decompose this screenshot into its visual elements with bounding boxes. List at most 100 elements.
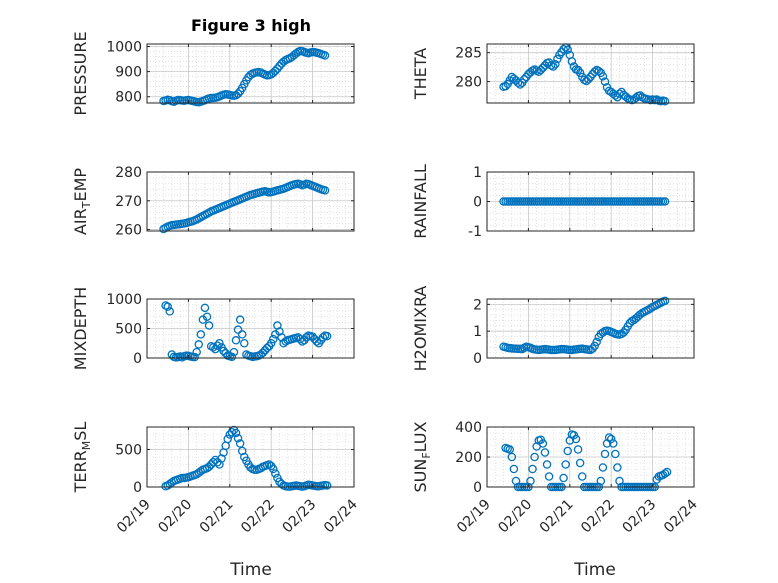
subplot-8-data-point [571,434,581,444]
subplot-8-data-point [538,439,548,448]
subplot-4-y-tick-label: 1 [473,165,482,181]
subplot-3-data-point [320,186,330,195]
subplot-6-series [499,296,670,355]
subplot-1-y-axis-label: PRESSURE [71,31,90,115]
subplot-8-y-tick-label: 200 [455,450,482,466]
subplot-5-y-tick-label: 0 [133,351,142,367]
subplot-7-data-point [269,464,278,474]
subplot-5-tick-marks [146,298,355,359]
subplot-3-series [159,179,330,234]
subplot-1-series [159,46,330,107]
subplot-8-data-point [528,464,537,474]
subplot-5-data-point [322,331,332,341]
subplot-6-y-axis-label: H2OMIXRA [411,286,430,372]
subplot-3-tick-marks [146,171,355,231]
subplot-7-data-point [231,428,241,438]
subplot-7-y-tick-label: 500 [115,443,142,459]
subplot-8-y-axis-label-rest: LUX [411,421,430,452]
subplot-2-data-point [563,45,572,55]
subplot-2-data-point [631,93,641,103]
subplot-2-data-point [598,72,608,81]
subplot-3-y-axis-label: AIRTEMP [71,168,93,235]
subplot-2-data-point [567,57,577,66]
subplot-3: 260 270 280 AIRTEMP [71,165,355,239]
subplot-7-y-axis-label-main: TERR [71,450,90,493]
subplot-6-data-point [646,304,655,313]
subplot-2-data-point [536,65,546,75]
subplot-7-y-axis-label-rest: SL [71,422,90,441]
subplot-2-data-point [575,68,585,78]
subplot-8-data-point [526,476,535,486]
subplot-2: 280 285 THETA [411,43,695,106]
subplot-8-data-point [577,472,587,481]
subplot-4-y-axis-label-main: RAINFALL [411,164,430,239]
subplot-5-data-point [219,346,228,356]
subplot-7-y-axis-label-subscript: M [80,441,93,451]
subplot-5-data-point [194,340,203,349]
subplot-2-data-point [660,97,670,106]
subplot-4-y-axis-label: RAINFALL [411,164,430,239]
subplot-2-data-point [611,91,620,100]
subplot-3-y-tick-label: 260 [115,223,142,239]
subplot-3-y-axis-label-rest: EMP [71,168,90,202]
subplot-8-data-point [609,439,618,448]
subplot-2-y-axis-label-main: THETA [411,48,430,100]
subplot-5-data-point [273,321,282,330]
subplot-2-y-tick-label: 285 [455,46,482,62]
chart-title: Figure 3 high [191,16,311,35]
subplot-5-data-point [235,315,245,324]
subplot-5-data-point [202,312,212,321]
subplot-4-y-tick-label: -1 [468,224,482,240]
subplot-8-y-axis-label: SUNFLUX [411,421,433,492]
subplot-1-axes-frame [146,43,355,104]
subplot-2-data-point [590,67,599,77]
subplot-5-data-point [233,325,243,334]
subplot-5-data-point [165,307,175,316]
subplot-8-data-point [559,473,568,483]
subplot-8-data-point [606,434,616,444]
subplot-4-y-tick-label: 0 [473,195,482,211]
subplot-2-data-point [584,75,593,84]
subplot-8-data-point [505,445,515,454]
subplot-2-data-point [515,80,525,89]
subplot-2-data-point [551,59,560,69]
subplot-8-tick-marks [486,426,695,488]
subplot-8-y-axis-label-main: SUN [411,459,430,493]
subplot-8-y-tick-label: 400 [455,420,482,436]
subplot-1-data-point [233,89,243,98]
subplot-5-data-point [200,303,210,313]
subplot-8-data-point [600,449,610,459]
subplot-8-data-point [611,449,620,459]
subplot-8-data-point [596,476,606,486]
subplot-8-data-point [561,460,570,469]
subplot-6-data-point [590,341,599,351]
subplot-1-data-point [273,64,282,73]
subplot-2-data-point [559,44,568,54]
subplot-7-data-point [322,481,332,490]
subplot-6-y-axis-label-main: H2OMIXRA [411,286,430,372]
subplot-7-y-tick-label: 0 [133,480,142,496]
subplot-6: 0 1 2 H2OMIXRA [411,286,695,372]
subplot-5-y-axis-label: MIXDEPTH [71,287,90,370]
subplot-7-data-point [227,427,237,437]
subplot-7-series [161,425,332,491]
subplot-8-data-point [660,469,670,478]
subplot-3-y-axis-label-subscript: T [80,201,93,209]
subplot-2-minor-grid [487,44,694,103]
subplot-5-data-point [215,338,224,348]
subplot-2-data-point [538,63,548,72]
subplot-7-data-point [271,469,280,478]
subplot-8-data-point [598,463,608,472]
subplot-1-data-point [320,51,330,60]
subplot-1-y-tick-label: 800 [115,90,142,106]
subplot-5-y-tick-label: 500 [115,322,142,338]
subplot-3-minor-grid [147,172,354,231]
subplot-8-data-point [544,472,554,481]
subplot-2-data-point [513,78,523,88]
subplot-3-axes-frame [146,171,355,232]
subplot-2-tick-marks [486,44,695,103]
subplot-1-tick-marks [146,44,355,103]
subplot-8-data-point [563,446,572,456]
